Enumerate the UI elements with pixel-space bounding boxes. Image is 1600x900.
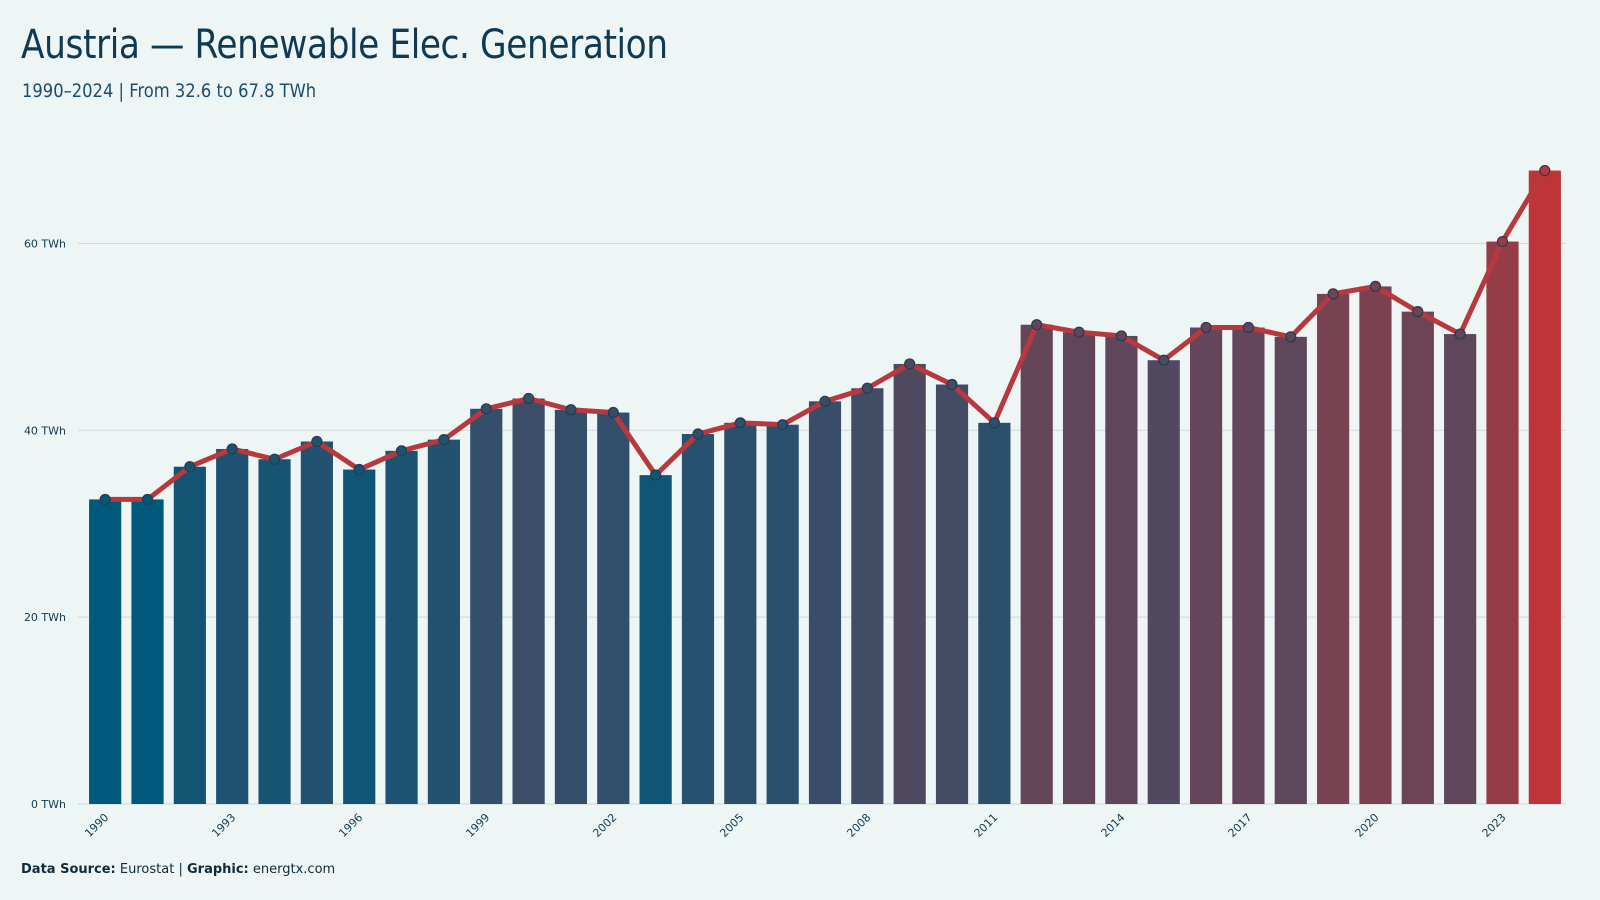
point-series (99, 164, 1551, 506)
y-tick-label: 20 TWh (24, 611, 66, 624)
data-point (607, 406, 619, 419)
x-tick-label: 1990 (82, 811, 111, 840)
bar (343, 469, 376, 804)
x-tick-label: 2020 (1353, 811, 1382, 840)
y-tick-label: 60 TWh (24, 237, 66, 250)
bar (724, 422, 757, 804)
data-point (777, 419, 789, 431)
data-point (1285, 331, 1297, 343)
data-point (692, 428, 704, 440)
x-tick-label: 2017 (1226, 811, 1255, 840)
y-tick-label: 0 TWh (31, 798, 66, 811)
bar-series (89, 170, 1561, 804)
bar (131, 499, 164, 804)
data-point (1454, 328, 1466, 340)
x-tick-label: 2011 (972, 811, 1001, 840)
bar (1444, 334, 1477, 804)
x-tick-label: 2014 (1099, 811, 1128, 840)
bar (1401, 311, 1434, 804)
bar (385, 450, 418, 804)
bar (1317, 293, 1350, 804)
graphic-label: Graphic: (186, 862, 249, 877)
bar (512, 398, 545, 804)
data-point (1115, 330, 1128, 342)
bar (766, 424, 799, 804)
bar (89, 499, 122, 804)
data-point (819, 395, 831, 407)
data-point (141, 493, 154, 506)
bar (681, 434, 715, 804)
chart-subtitle: 1990–2024 | From 32.6 to 67.8 TWh (22, 80, 317, 102)
data-point (1242, 321, 1255, 334)
bar (1274, 336, 1307, 804)
data-point (650, 469, 662, 481)
bar (851, 388, 884, 804)
data-point (480, 403, 492, 415)
x-axis-ticks: 1990 1993 1996 1999 2002 2005 2008 2011 2014 2017… (82, 811, 1508, 840)
x-tick-label: 1996 (336, 811, 365, 840)
bar (300, 441, 333, 804)
data-point (99, 493, 111, 506)
data-point (1369, 280, 1382, 293)
data-point (565, 404, 577, 416)
data-point (1412, 306, 1424, 318)
bar (893, 363, 926, 804)
data-point (946, 378, 958, 391)
bar (1486, 241, 1519, 804)
data-point (438, 434, 450, 446)
bar (935, 384, 969, 804)
data-point (734, 417, 746, 429)
graphic-value: energtx.com (252, 862, 336, 877)
bar (597, 412, 630, 804)
bar (173, 466, 206, 804)
bar (1359, 286, 1392, 804)
data-point (1073, 326, 1085, 338)
bar (1232, 327, 1265, 804)
data-point (1327, 288, 1339, 300)
data-point (861, 382, 873, 394)
bar (470, 408, 503, 804)
data-point (1539, 164, 1551, 177)
data-source-caption: Data Source: Eurostat | Graphic: energtx… (21, 862, 335, 877)
x-tick-label: 2023 (1480, 811, 1509, 840)
bar (978, 422, 1011, 804)
data-point (1158, 354, 1170, 366)
bar (258, 459, 291, 804)
bar (1105, 335, 1138, 804)
data-point (988, 417, 1000, 429)
y-axis-ticks: 0 TWh 20 TWh 40 TWh 60 TWh (24, 237, 66, 811)
data-point (522, 392, 535, 405)
source-value: Eurostat (119, 862, 175, 877)
bar (1062, 332, 1096, 804)
x-tick-label: 2005 (717, 811, 746, 840)
data-point (1496, 235, 1509, 248)
bar (639, 475, 672, 804)
bar (216, 448, 249, 804)
data-point (395, 445, 408, 457)
chart-title: Austria — Renewable Elec. Generation (21, 22, 668, 68)
data-point (1200, 321, 1212, 334)
bar (808, 401, 842, 804)
bar (1020, 324, 1053, 804)
x-tick-label: 1999 (463, 811, 492, 840)
data-point (184, 461, 196, 473)
data-point (226, 443, 238, 455)
data-point (904, 358, 916, 370)
bar (1189, 327, 1223, 804)
x-tick-label: 2008 (844, 811, 873, 840)
x-tick-label: 2002 (590, 811, 619, 840)
bar (1528, 170, 1561, 804)
source-label: Data Source: (21, 862, 116, 877)
x-tick-label: 1993 (209, 811, 238, 840)
bar (427, 439, 461, 804)
bar (554, 409, 588, 804)
data-point (353, 463, 365, 476)
data-point (1031, 319, 1043, 331)
y-tick-label: 40 TWh (24, 424, 66, 437)
caption-separator: | (178, 862, 183, 877)
data-point (268, 453, 281, 465)
bar (1147, 360, 1180, 804)
data-point (311, 435, 323, 448)
